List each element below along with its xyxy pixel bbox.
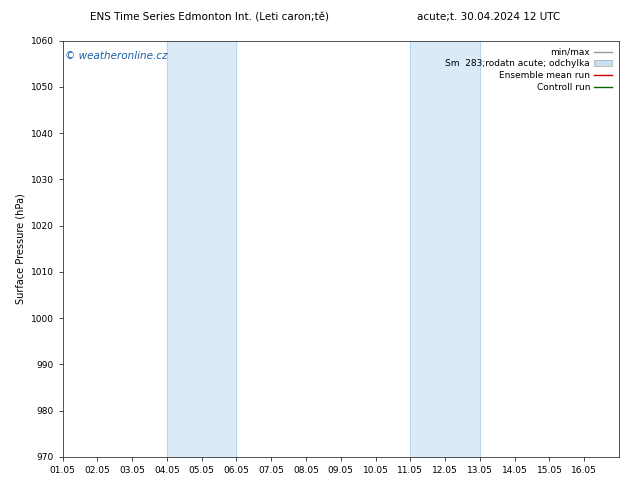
Legend: min/max, Sm  283;rodatn acute; odchylka, Ensemble mean run, Controll run: min/max, Sm 283;rodatn acute; odchylka, … <box>443 45 614 95</box>
Text: ENS Time Series Edmonton Int. (Leti caron;tě): ENS Time Series Edmonton Int. (Leti caro… <box>90 12 328 22</box>
Bar <box>167 41 236 457</box>
Y-axis label: Surface Pressure (hPa): Surface Pressure (hPa) <box>15 194 25 304</box>
Text: © weatheronline.cz: © weatheronline.cz <box>65 51 168 61</box>
Text: acute;t. 30.04.2024 12 UTC: acute;t. 30.04.2024 12 UTC <box>417 12 560 22</box>
Bar <box>410 41 480 457</box>
